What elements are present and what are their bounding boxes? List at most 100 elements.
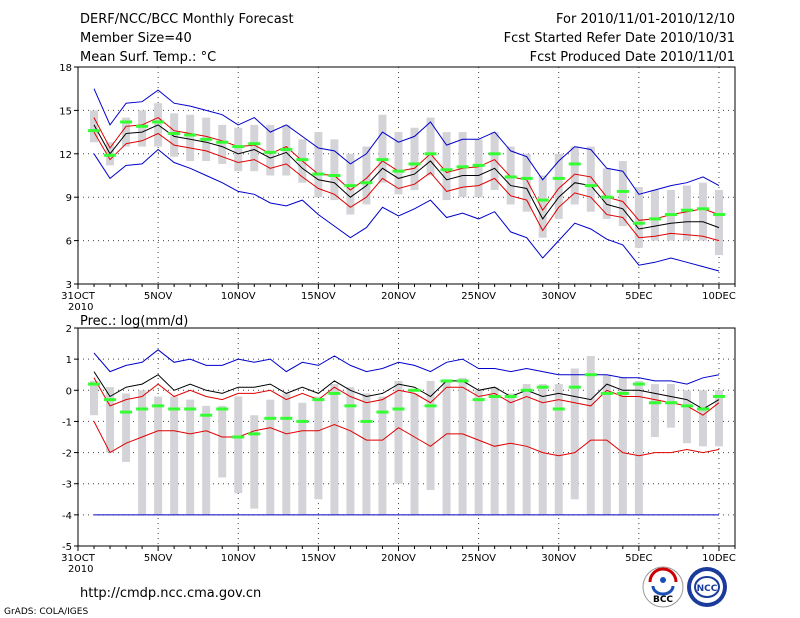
precip-range-bar xyxy=(106,387,115,453)
precip-range-bar xyxy=(602,374,611,515)
precip-range-bar xyxy=(186,399,195,515)
precip-range-bar xyxy=(474,390,483,515)
temp-median-mark xyxy=(696,207,709,211)
precip-median-mark xyxy=(184,407,197,411)
temp-ytick-label: 15 xyxy=(59,106,72,117)
precip-median-mark xyxy=(328,391,341,395)
temp-median-mark xyxy=(504,175,517,179)
precip-median-mark xyxy=(696,407,709,411)
temp-median-mark xyxy=(328,174,341,177)
temp-range-bar xyxy=(138,110,147,147)
temp-range-bar xyxy=(250,124,259,172)
precip-median-mark xyxy=(200,413,213,417)
precip-range-bar xyxy=(234,396,243,494)
temp-median-mark xyxy=(296,158,309,162)
precip-median-mark xyxy=(648,401,661,405)
temp-range-bar xyxy=(394,132,403,195)
precip-median-mark xyxy=(88,382,101,386)
temp-range-bar xyxy=(122,117,131,147)
precip-range-bar xyxy=(282,393,291,515)
precip-range-bar xyxy=(90,380,99,416)
precip-range-bar xyxy=(698,390,707,447)
precip-ensemble-mean-line xyxy=(93,371,720,410)
temp-range-bar xyxy=(682,185,691,241)
temp-median-mark xyxy=(264,150,277,154)
temp-median-mark xyxy=(712,213,725,217)
temp-range-bar xyxy=(554,153,563,219)
temp-xtick-label: 30NOV xyxy=(541,291,576,302)
precip-range-bar xyxy=(330,384,339,515)
temp-ytick-label: 12 xyxy=(59,150,72,161)
temp-median-mark xyxy=(600,195,613,199)
precip-xtick-label: 30NOV xyxy=(541,553,576,564)
temp-median-mark xyxy=(88,129,101,133)
produced-date: Fcst Produced Date 2010/11/01 xyxy=(530,50,735,65)
precip-median-mark xyxy=(248,432,261,436)
temp-range-bar xyxy=(218,124,227,164)
ncc-logo-text: NCC xyxy=(697,584,718,594)
precip-ytick-label: -4 xyxy=(62,511,72,522)
temp-lower-inner-line xyxy=(93,131,720,242)
precip-range-bar xyxy=(522,384,531,515)
precip-median-mark xyxy=(600,391,613,395)
temp-median-mark xyxy=(664,213,677,217)
precip-median-mark xyxy=(632,382,645,386)
temp-median-mark xyxy=(472,163,485,167)
temp-range-bar xyxy=(378,114,387,183)
precip-range-bar xyxy=(378,396,387,515)
temp-xtick-label: 31OCT xyxy=(61,291,96,302)
temp-range-bar xyxy=(314,132,323,198)
precip-median-mark xyxy=(424,404,437,408)
precip-median-mark xyxy=(408,388,421,392)
temp-median-mark xyxy=(152,120,165,124)
temp-ensemble-mean-line xyxy=(93,124,720,230)
temp-range-bar xyxy=(186,114,195,162)
precip-range-bar xyxy=(394,380,403,484)
precip-range-bar xyxy=(154,396,163,515)
precip-range-bar xyxy=(634,380,643,515)
temp-median-mark xyxy=(248,142,261,146)
precip-xtick-label: 5NOV xyxy=(144,553,173,564)
precip-range-bar xyxy=(362,393,371,515)
precip-xtick-label: 20NOV xyxy=(381,553,416,564)
temp-median-mark xyxy=(376,158,389,162)
precip-range-bar xyxy=(202,405,211,515)
temp-year-label: 2010 xyxy=(68,302,93,313)
precip-range-bar xyxy=(490,387,499,515)
precip-median-mark xyxy=(568,385,581,389)
temp-lower-outer-line xyxy=(93,148,720,272)
temp-ytick-label: 6 xyxy=(66,237,72,248)
figure-title: DERF/NCC/BCC Monthly Forecast xyxy=(80,12,294,27)
precip-median-mark xyxy=(232,435,245,439)
precip-median-mark xyxy=(216,407,229,411)
precip-median-mark xyxy=(312,398,325,402)
precip-median-mark xyxy=(504,395,517,399)
temp-xtick-label: 10NOV xyxy=(221,291,256,302)
precip-median-mark xyxy=(136,407,149,411)
temp-xtick-label: 5DEC xyxy=(625,291,652,302)
temp-range-bar xyxy=(442,132,451,201)
precip-range-bar xyxy=(650,384,659,437)
precip-range-bar xyxy=(138,390,147,515)
temp-median-mark xyxy=(312,172,325,176)
temp-median-mark xyxy=(552,176,565,180)
precipitation-panel: -5 -4 -3 -2 -1 0 1 2 31OCT 5NOV 10NOV 15NOV 20NOV 25N… xyxy=(61,324,736,575)
precip-median-mark xyxy=(520,388,533,392)
temp-range-bar xyxy=(362,146,371,205)
precip-range-bar xyxy=(666,384,675,428)
precip-lower-inner-line xyxy=(93,421,720,457)
temp-median-mark xyxy=(168,132,181,136)
precip-median-mark xyxy=(360,419,373,423)
temp-median-mark xyxy=(344,184,357,188)
temp-median-mark xyxy=(440,168,453,172)
precip-range-bar xyxy=(506,393,515,515)
temp-median-mark xyxy=(632,221,645,225)
precip-range-bar xyxy=(458,377,467,515)
temp-range-bar xyxy=(602,168,611,219)
precip-median-mark xyxy=(680,404,693,408)
precip-median-mark xyxy=(120,410,133,414)
footer-url[interactable]: http://cmdp.ncc.cma.gov.cn xyxy=(80,586,261,601)
precip-ytick-label: 1 xyxy=(66,355,72,366)
precip-median-mark xyxy=(168,407,181,411)
temp-median-mark xyxy=(456,165,469,169)
